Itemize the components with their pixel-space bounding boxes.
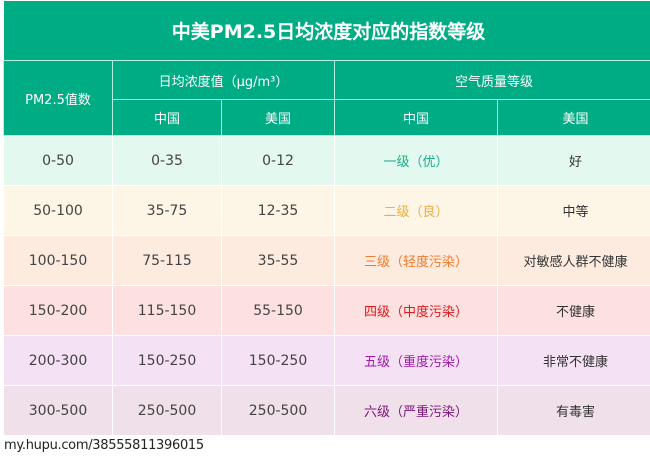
- usa-level-cell: 中等: [496, 185, 650, 236]
- usa-level-cell: 对敏感人群不健康: [496, 235, 650, 286]
- china-concentration-cell: 35-75: [112, 185, 222, 236]
- usa-level-cell: 不健康: [496, 285, 650, 336]
- usa-level-cell: 非常不健康: [496, 335, 650, 386]
- source-watermark: my.hupu.com/38555811396015: [4, 438, 204, 453]
- china-level-cell: 三级（轻度污染）: [334, 235, 498, 286]
- usa-concentration-cell: 35-55: [221, 235, 335, 286]
- usa-concentration-cell: 12-35: [221, 185, 335, 236]
- table-row: 100-150 75-115 35-55 三级（轻度污染） 对敏感人群不健康: [3, 235, 650, 286]
- china-level-cell: 五级（重度污染）: [334, 335, 498, 386]
- china-level-cell: 一级（优）: [334, 135, 498, 186]
- china-concentration-cell: 250-500: [112, 385, 222, 436]
- header-quality-usa: 美国: [496, 99, 650, 136]
- china-concentration-cell: 75-115: [112, 235, 222, 286]
- china-concentration-cell: 115-150: [112, 285, 222, 336]
- usa-concentration-cell: 150-250: [221, 335, 335, 386]
- header-conc-usa: 美国: [221, 99, 335, 136]
- pm-value-cell: 100-150: [3, 235, 113, 286]
- china-concentration-cell: 0-35: [112, 135, 222, 186]
- pm-value-cell: 0-50: [3, 135, 113, 186]
- usa-level-cell: 有毒害: [496, 385, 650, 436]
- china-level-cell: 六级（严重污染）: [334, 385, 498, 436]
- usa-concentration-cell: 55-150: [221, 285, 335, 336]
- pm25-index-table-container: 中美PM2.5日均浓度对应的指数等级 PM2.5值数 日均浓度值（μg/m³） …: [2, 0, 650, 436]
- usa-concentration-cell: 0-12: [221, 135, 335, 186]
- pm25-index-table: 中美PM2.5日均浓度对应的指数等级 PM2.5值数 日均浓度值（μg/m³） …: [2, 0, 650, 436]
- table-row: 150-200 115-150 55-150 四级（中度污染） 不健康: [3, 285, 650, 336]
- header-quality-china: 中国: [334, 99, 498, 136]
- pm-value-cell: 300-500: [3, 385, 113, 436]
- usa-concentration-cell: 250-500: [221, 385, 335, 436]
- pm-value-cell: 150-200: [3, 285, 113, 336]
- table-row: 200-300 150-250 150-250 五级（重度污染） 非常不健康: [3, 335, 650, 386]
- header-air-quality: 空气质量等级: [333, 60, 650, 100]
- china-concentration-cell: 150-250: [112, 335, 222, 386]
- pm-value-cell: 50-100: [3, 185, 113, 236]
- header-concentration: 日均浓度值（μg/m³）: [112, 60, 335, 100]
- header-conc-china: 中国: [112, 99, 222, 136]
- china-level-cell: 四级（中度污染）: [334, 285, 498, 336]
- usa-level-cell: 好: [496, 135, 650, 186]
- china-level-cell: 二级（良）: [334, 185, 498, 236]
- pm-value-cell: 200-300: [3, 335, 113, 386]
- table-row: 0-50 0-35 0-12 一级（优） 好: [3, 135, 650, 186]
- table-row: 300-500 250-500 250-500 六级（严重污染） 有毒害: [3, 385, 650, 436]
- table-title: 中美PM2.5日均浓度对应的指数等级: [2, 0, 650, 61]
- table-row: 50-100 35-75 12-35 二级（良） 中等: [3, 185, 650, 236]
- header-pm-value: PM2.5值数: [3, 60, 113, 136]
